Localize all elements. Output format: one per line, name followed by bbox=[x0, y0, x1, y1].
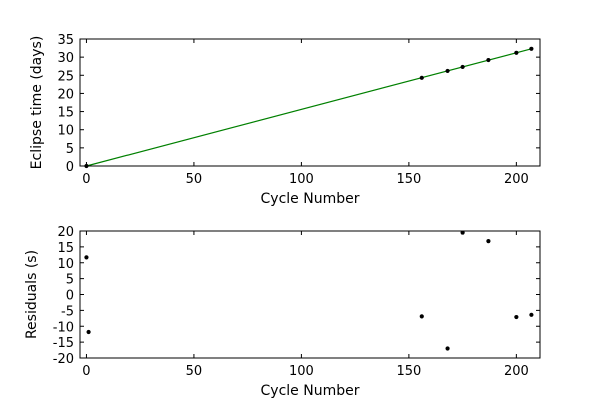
y-tick-label: 10 bbox=[57, 124, 74, 139]
data-point bbox=[445, 68, 450, 74]
x-tick-label: 200 bbox=[504, 364, 529, 379]
y-tick-label: 0 bbox=[66, 160, 74, 175]
data-point bbox=[529, 312, 534, 317]
data-point bbox=[445, 346, 450, 351]
y-tick-label: 10 bbox=[57, 257, 74, 272]
data-point bbox=[84, 255, 89, 260]
x-tick-label: 0 bbox=[82, 364, 90, 379]
data-point bbox=[514, 314, 519, 320]
fit-line bbox=[86, 48, 532, 167]
y-tick-label: 25 bbox=[57, 69, 74, 84]
x-axis-label: Cycle Number bbox=[261, 383, 360, 399]
y-tick-label: 0 bbox=[66, 289, 74, 304]
y-tick-label: 30 bbox=[57, 51, 74, 66]
y-tick-label: 15 bbox=[57, 241, 74, 256]
data-point bbox=[514, 50, 519, 55]
y-tick-label: 5 bbox=[66, 273, 74, 288]
data-point bbox=[529, 46, 534, 51]
y-tick-label: -5 bbox=[61, 304, 74, 319]
data-point bbox=[486, 239, 491, 244]
y-tick-label: 35 bbox=[57, 33, 74, 48]
y-tick-label: 20 bbox=[57, 225, 74, 240]
y-axis-label: Residuals (s) bbox=[24, 250, 40, 339]
y-tick-label: -20 bbox=[53, 352, 74, 367]
data-point bbox=[460, 64, 465, 70]
y-tick-label: 20 bbox=[57, 87, 74, 102]
x-tick-label: 150 bbox=[396, 172, 421, 187]
data-point bbox=[486, 57, 491, 63]
data-point bbox=[460, 230, 465, 235]
x-tick-label: 50 bbox=[186, 364, 203, 379]
data-point bbox=[86, 329, 91, 335]
x-axis-label: Cycle Number bbox=[261, 191, 360, 207]
x-tick-label: 100 bbox=[289, 364, 314, 379]
y-axis-label: Eclipse time (days) bbox=[29, 36, 45, 170]
x-tick-label: 100 bbox=[289, 172, 314, 187]
axes-frame bbox=[79, 230, 541, 359]
y-tick-label: -15 bbox=[53, 336, 74, 351]
y-tick-label: 15 bbox=[57, 106, 74, 121]
x-tick-label: 50 bbox=[186, 172, 203, 187]
axes-frame bbox=[79, 38, 541, 167]
x-tick-label: 0 bbox=[82, 172, 90, 187]
y-tick-label: -10 bbox=[53, 320, 74, 335]
data-point bbox=[419, 314, 424, 319]
y-tick-label: 5 bbox=[66, 142, 74, 157]
data-point bbox=[419, 75, 424, 80]
x-tick-label: 150 bbox=[396, 364, 421, 379]
x-tick-label: 200 bbox=[504, 172, 529, 187]
